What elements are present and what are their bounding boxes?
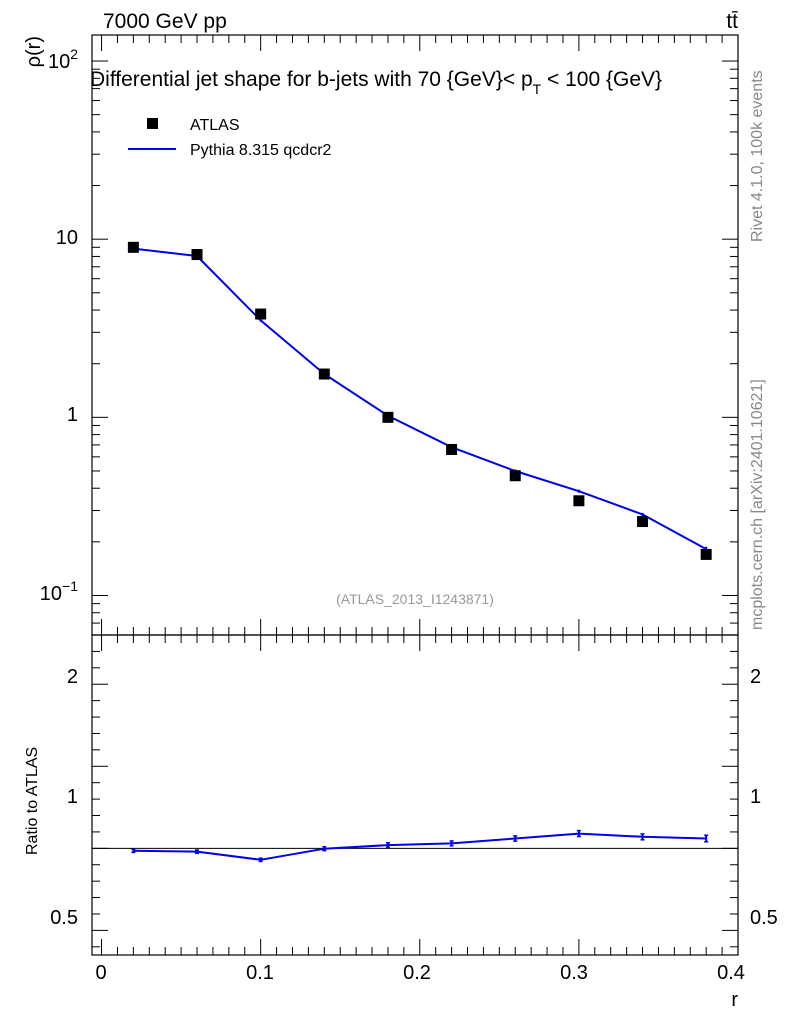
x-tick-label-0.1: 0.1: [246, 962, 274, 984]
main-plot-frame: [91, 34, 739, 636]
plot-title-tail: < 100 {GeV}: [541, 68, 662, 91]
atlas-data-point: [318, 368, 330, 380]
y-tick-label-1e2: 102: [48, 46, 78, 73]
analysis-label: (ATLAS_2013_I1243871): [336, 591, 494, 607]
x-tick-label-0.2: 0.2: [403, 962, 431, 984]
pythia-line: [133, 247, 707, 550]
main-axis-ticks: [92, 60, 738, 636]
rivet-label: Rivet 4.1.0, 100k events: [749, 70, 766, 242]
ratio-tick-label-2: 2: [67, 666, 78, 688]
ratio-series-group: [131, 829, 709, 863]
legend-marker-atlas: [147, 118, 158, 129]
ratio-y-axis-title: Ratio to ATLAS: [24, 747, 41, 855]
energy-label: 7000 GeV pp: [103, 10, 227, 33]
ratio-tick-label-1: 1: [67, 786, 78, 808]
atlas-data-point: [509, 470, 521, 482]
atlas-data-point: [446, 443, 458, 455]
plot-title-subscript: T: [533, 81, 542, 97]
plot-title: Differential jet shape for b-jets with 7…: [90, 68, 662, 97]
y-tick-label-1e-1: 10−1: [40, 578, 78, 605]
ratio-tick-label-0.5: 0.5: [50, 907, 78, 929]
y-axis-title: ρ(r): [23, 36, 45, 67]
y-tick-label-1: 1: [67, 404, 78, 426]
ratio-tick-label-right-1: 1: [750, 786, 761, 808]
atlas-data-point: [637, 516, 649, 528]
plot-title-main: Differential jet shape for b-jets with 7…: [90, 68, 533, 91]
atlas-data-point: [191, 249, 203, 261]
atlas-data-point: [127, 241, 139, 253]
ratio-line: [133, 832, 707, 861]
ratio-tick-label-right-0.5: 0.5: [750, 907, 778, 929]
ratio-tick-label-right-2: 2: [750, 666, 761, 688]
x-tick-label-0.3: 0.3: [560, 962, 588, 984]
mcplots-label: mcplots.cern.ch [arXiv:2401.10621]: [749, 379, 766, 630]
y-tick-label-10: 10: [56, 227, 78, 249]
process-label: tt̄: [726, 10, 738, 33]
x-tick-label-0: 0: [95, 962, 106, 984]
ratio-axis-ticks: [92, 650, 738, 948]
main-series-group: [127, 241, 712, 560]
atlas-data-point: [382, 411, 394, 423]
x-tick-label-0.4: 0.4: [717, 962, 745, 984]
ratio-plot-frame: [91, 634, 739, 956]
x-axis-title: r: [731, 989, 738, 1011]
atlas-data-point: [700, 548, 712, 560]
legend-label-pythia: Pythia 8.315 qcdcr2: [190, 142, 332, 159]
legend-label-atlas: ATLAS: [190, 117, 240, 134]
x-axis-ticks: [101, 35, 739, 955]
atlas-data-point: [255, 308, 267, 320]
atlas-data-point: [573, 495, 585, 507]
